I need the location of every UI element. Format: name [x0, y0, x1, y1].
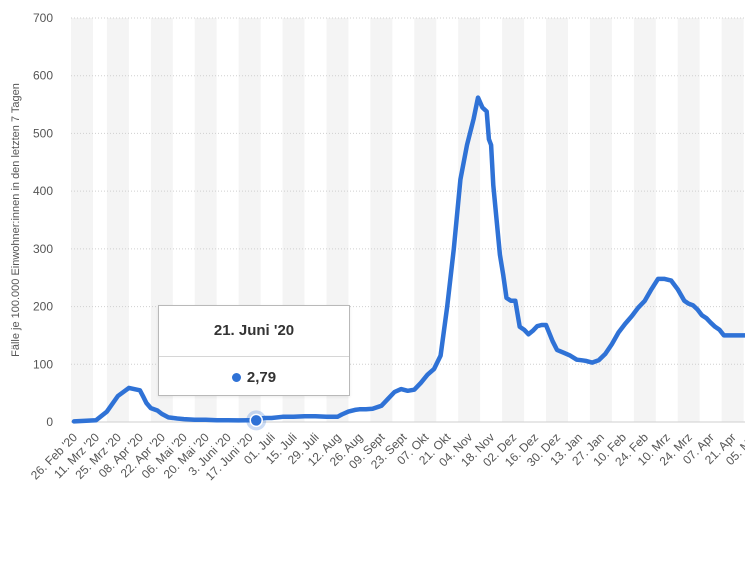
- y-tick-label: 700: [33, 11, 53, 25]
- series-dot-icon: [231, 372, 241, 382]
- y-tick-label: 600: [33, 69, 53, 83]
- tooltip-date: 21. Juni '20: [159, 306, 349, 357]
- background-band: [633, 18, 656, 422]
- background-band: [414, 18, 437, 422]
- background-band: [458, 18, 481, 422]
- y-tick-label: 0: [46, 415, 53, 429]
- y-tick-label: 100: [33, 357, 53, 371]
- data-point-marker[interactable]: [249, 413, 263, 428]
- background-band: [370, 18, 393, 422]
- y-tick-label: 400: [33, 184, 53, 198]
- tooltip-value: 2,79: [246, 368, 277, 386]
- background-band: [71, 18, 93, 422]
- background-band: [546, 18, 568, 422]
- series-line: [71, 95, 745, 424]
- background-band: [721, 18, 744, 422]
- tooltip-value-row: 2,79: [159, 357, 349, 397]
- y-tick-label: 200: [33, 300, 53, 314]
- background-band: [502, 18, 525, 422]
- background-band: [677, 18, 700, 422]
- tooltip: 21. Juni '20 2,79: [158, 305, 350, 396]
- background-band: [589, 18, 612, 422]
- background-band: [106, 18, 129, 422]
- y-axis-label: Fälle je 100.000 Einwohner:innen in den …: [10, 83, 22, 357]
- y-tick-label: 300: [33, 242, 53, 256]
- y-tick-label: 500: [33, 126, 53, 140]
